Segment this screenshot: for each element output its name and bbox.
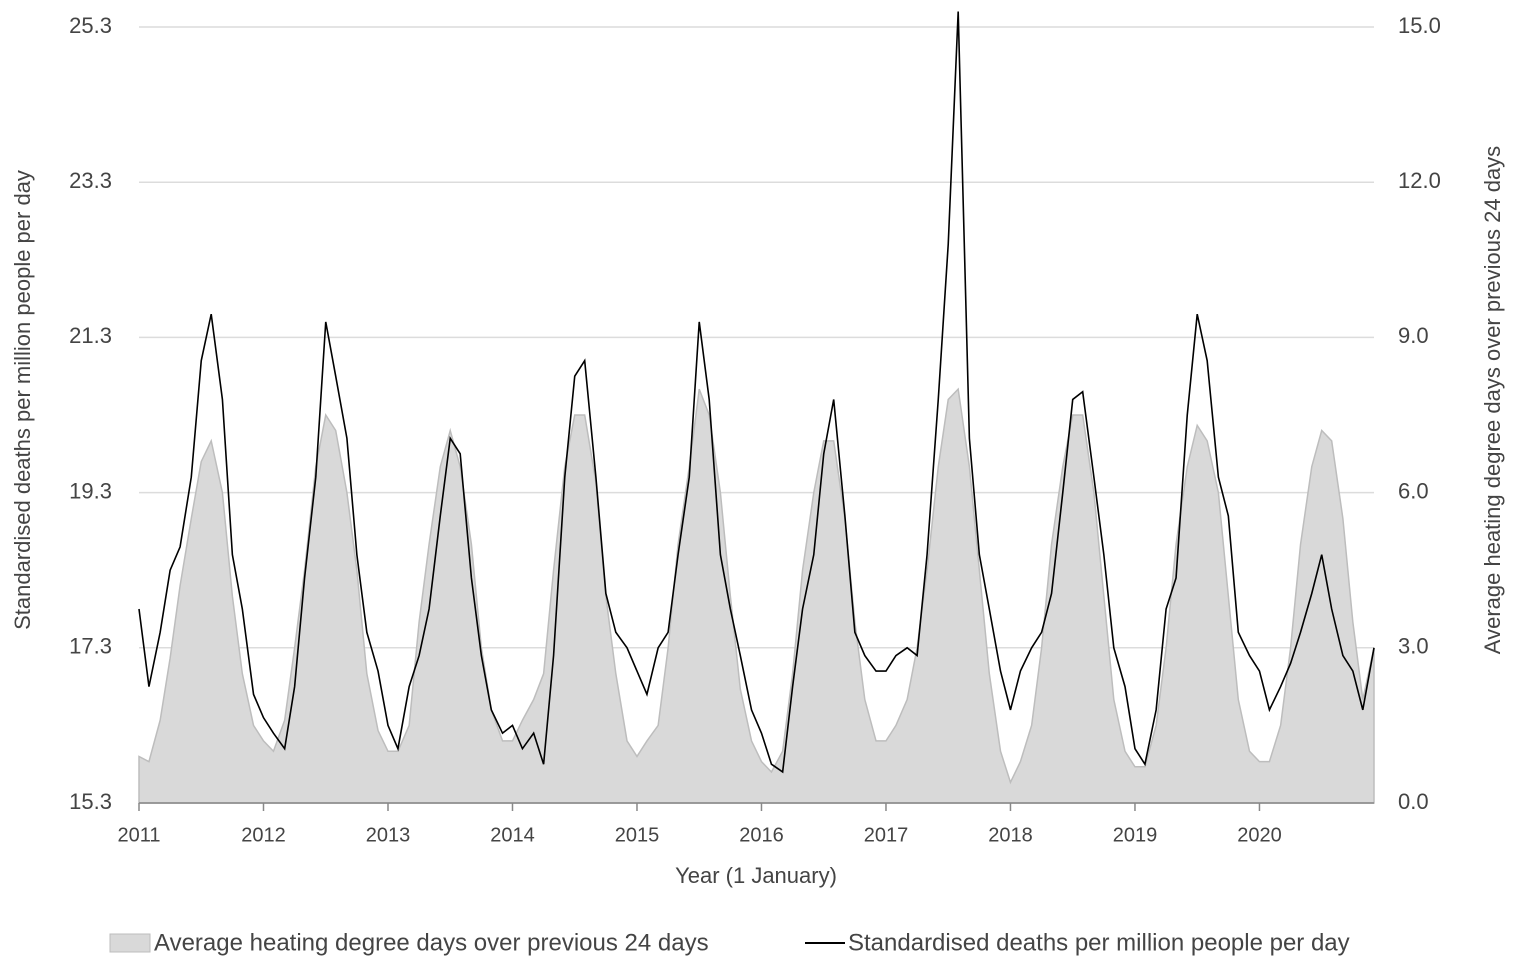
y2-tick-label: 9.0: [1398, 323, 1429, 348]
x-tick-label: 2019: [1113, 824, 1158, 846]
y2-tick-label: 3.0: [1398, 634, 1429, 659]
x-tick-label: 2013: [366, 824, 411, 846]
y2-tick-label: 12.0: [1398, 168, 1441, 193]
y-axis-title: Standardised deaths per million people p…: [10, 170, 35, 630]
y-tick-label: 23.3: [69, 168, 112, 193]
y-tick-label: 19.3: [69, 478, 112, 503]
legend-swatch: [109, 933, 151, 953]
x-tick-label: 2015: [615, 824, 660, 846]
y2-tick-label: 6.0: [1398, 478, 1429, 503]
x-tick-label: 2017: [864, 824, 909, 846]
y2-tick-label: 0.0: [1398, 789, 1429, 814]
x-tick-label: 2016: [739, 824, 784, 846]
x-tick-label: 2014: [490, 824, 535, 846]
legend-label: Average heating degree days over previou…: [154, 929, 709, 956]
y-tick-label: 15.3: [69, 789, 112, 814]
y-tick-label: 17.3: [69, 634, 112, 659]
x-tick-label: 2012: [241, 824, 286, 846]
x-tick-label: 2018: [988, 824, 1033, 846]
y2-tick-label: 15.0: [1398, 13, 1441, 38]
legend-label: Standardised deaths per million people p…: [848, 929, 1350, 956]
area: [138, 387, 1375, 804]
x-tick-label: 2020: [1237, 824, 1282, 846]
y-tick-label: 25.3: [69, 13, 112, 38]
line: [138, 11, 1375, 774]
x-axis-title: Year (1 January): [675, 863, 837, 888]
y-tick-label: 21.3: [69, 323, 112, 348]
x-tick-label: 2011: [117, 824, 160, 846]
y2-axis-title: Average heating degree days over previou…: [1480, 146, 1505, 654]
